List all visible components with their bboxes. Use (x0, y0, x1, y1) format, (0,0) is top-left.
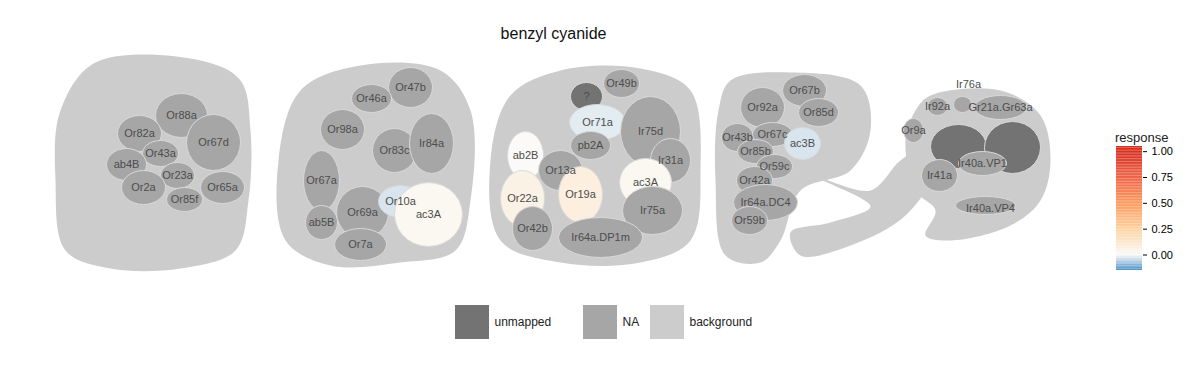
svg-text:0.50: 0.50 (1152, 197, 1173, 209)
svg-text:Or23a: Or23a (162, 169, 193, 181)
svg-text:Or85b: Or85b (740, 145, 771, 157)
svg-text:Or46a: Or46a (356, 92, 387, 104)
svg-text:Ir75a: Ir75a (640, 204, 666, 216)
svg-text:Or71a: Or71a (582, 116, 613, 128)
svg-text:ac3A: ac3A (633, 176, 659, 188)
svg-text:background: background (690, 315, 753, 329)
svg-text:Or7a: Or7a (348, 238, 373, 250)
svg-text:Or88a: Or88a (166, 109, 197, 121)
svg-text:Or69a: Or69a (347, 206, 378, 218)
svg-text:Ir92a: Ir92a (925, 100, 951, 112)
svg-text:Or47b: Or47b (395, 81, 426, 93)
svg-text:pb2A: pb2A (578, 139, 604, 151)
svg-text:Or22a: Or22a (507, 192, 538, 204)
svg-text:Or65a: Or65a (207, 181, 238, 193)
svg-text:Gr21a.Gr63a: Gr21a.Gr63a (968, 101, 1033, 113)
svg-text:Ir75d: Ir75d (638, 125, 663, 137)
svg-text:Or42b: Or42b (517, 222, 548, 234)
svg-text:Or49b: Or49b (606, 77, 637, 89)
svg-text:ac3B: ac3B (790, 137, 815, 149)
svg-text:Ir40a.VP1: Ir40a.VP1 (958, 157, 1007, 169)
svg-text:Ir41a: Ir41a (927, 169, 953, 181)
svg-text:unmapped: unmapped (495, 315, 552, 329)
html-text:response: response (1115, 130, 1169, 145)
svg-text:1.00: 1.00 (1152, 145, 1173, 157)
svg-text:Ir64a.DP1m: Ir64a.DP1m (571, 231, 630, 243)
svg-text:ab5B: ab5B (309, 216, 335, 228)
svg-text:Or43a: Or43a (145, 147, 176, 159)
svg-text:Ir31a: Ir31a (658, 154, 684, 166)
svg-text:Or10a: Or10a (385, 195, 416, 207)
svg-text:0.25: 0.25 (1152, 223, 1173, 235)
svg-text:Or13a: Or13a (545, 164, 576, 176)
svg-text:Or98a: Or98a (327, 123, 358, 135)
svg-text:ab4B: ab4B (114, 158, 140, 170)
svg-text:Ir76a: Ir76a (956, 78, 982, 90)
svg-text:Or19a: Or19a (565, 188, 596, 200)
svg-text:Or67c: Or67c (758, 128, 788, 140)
svg-text:Or42a: Or42a (739, 174, 770, 186)
svg-text:Or2a: Or2a (131, 181, 156, 193)
svg-text:Or85d: Or85d (803, 106, 834, 118)
svg-text:Or82a: Or82a (124, 127, 155, 139)
svg-text:Or83c: Or83c (380, 144, 410, 156)
svg-text:Or59c: Or59c (760, 160, 790, 172)
svg-text:Or67d: Or67d (198, 136, 229, 148)
svg-text:?: ? (583, 90, 589, 102)
svg-text:Or67b: Or67b (789, 84, 820, 96)
svg-text:0.75: 0.75 (1152, 171, 1173, 183)
svg-text:Or9a: Or9a (901, 124, 926, 136)
svg-text:benzyl cyanide: benzyl cyanide (501, 25, 607, 42)
svg-text:Ir40a.VP4: Ir40a.VP4 (966, 202, 1015, 214)
svg-text:Or67a: Or67a (306, 174, 337, 186)
svg-text:Or92a: Or92a (747, 101, 778, 113)
svg-text:Or43b: Or43b (722, 131, 753, 143)
svg-text:0.00: 0.00 (1152, 249, 1173, 261)
svg-text:NA: NA (623, 315, 640, 329)
svg-text:Ir64a.DC4: Ir64a.DC4 (740, 196, 790, 208)
svg-text:ac3A: ac3A (416, 208, 442, 220)
svg-text:Ir84a: Ir84a (419, 137, 445, 149)
svg-text:Or59b: Or59b (734, 214, 765, 226)
svg-text:ab2B: ab2B (513, 149, 539, 161)
svg-text:Or85f: Or85f (171, 193, 199, 205)
